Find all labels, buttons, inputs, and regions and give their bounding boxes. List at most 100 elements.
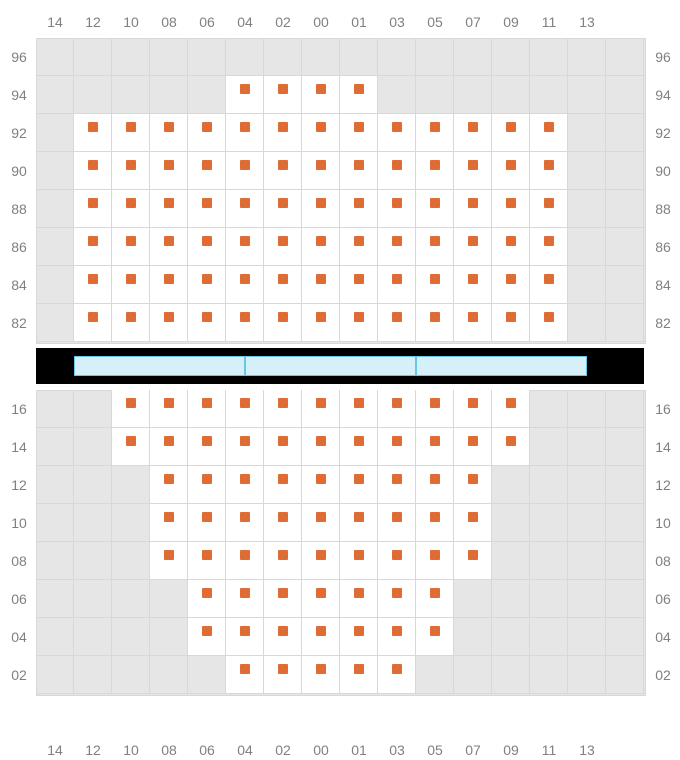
seat-tile[interactable]: [416, 190, 454, 228]
seat-tile[interactable]: [454, 390, 492, 428]
seat-tile[interactable]: [302, 542, 340, 580]
seat-tile[interactable]: [226, 656, 264, 694]
seat-tile[interactable]: [74, 114, 112, 152]
seat-tile[interactable]: [416, 266, 454, 304]
seat-tile[interactable]: [226, 266, 264, 304]
seat-tile[interactable]: [416, 542, 454, 580]
seat-tile[interactable]: [188, 580, 226, 618]
seat-tile[interactable]: [378, 542, 416, 580]
seat-tile[interactable]: [264, 466, 302, 504]
seat-tile[interactable]: [150, 114, 188, 152]
seat-tile[interactable]: [226, 304, 264, 342]
seat-tile[interactable]: [340, 428, 378, 466]
seat-tile[interactable]: [416, 304, 454, 342]
seat-tile[interactable]: [302, 190, 340, 228]
seat-tile[interactable]: [302, 390, 340, 428]
seat-tile[interactable]: [112, 266, 150, 304]
seat-tile[interactable]: [150, 390, 188, 428]
seat-tile[interactable]: [340, 390, 378, 428]
seat-tile[interactable]: [112, 114, 150, 152]
seat-tile[interactable]: [302, 114, 340, 152]
seat-tile[interactable]: [302, 228, 340, 266]
seat-tile[interactable]: [454, 504, 492, 542]
seat-tile[interactable]: [74, 228, 112, 266]
seat-tile[interactable]: [302, 580, 340, 618]
seat-tile[interactable]: [226, 428, 264, 466]
seat-tile[interactable]: [264, 542, 302, 580]
seat-tile[interactable]: [302, 504, 340, 542]
seat-tile[interactable]: [530, 304, 568, 342]
seat-tile[interactable]: [416, 504, 454, 542]
seat-tile[interactable]: [378, 266, 416, 304]
seat-tile[interactable]: [378, 190, 416, 228]
seat-tile[interactable]: [492, 152, 530, 190]
seat-tile[interactable]: [150, 190, 188, 228]
seat-tile[interactable]: [454, 542, 492, 580]
seat-tile[interactable]: [340, 76, 378, 114]
seat-tile[interactable]: [454, 304, 492, 342]
seat-tile[interactable]: [416, 152, 454, 190]
seat-tile[interactable]: [112, 152, 150, 190]
seat-tile[interactable]: [188, 542, 226, 580]
seat-tile[interactable]: [188, 304, 226, 342]
seat-tile[interactable]: [226, 466, 264, 504]
seat-tile[interactable]: [150, 542, 188, 580]
seat-tile[interactable]: [340, 114, 378, 152]
seat-tile[interactable]: [492, 228, 530, 266]
seat-tile[interactable]: [112, 390, 150, 428]
seat-tile[interactable]: [150, 228, 188, 266]
seat-tile[interactable]: [226, 76, 264, 114]
seat-tile[interactable]: [340, 618, 378, 656]
seat-tile[interactable]: [340, 304, 378, 342]
seat-tile[interactable]: [188, 190, 226, 228]
seat-tile[interactable]: [378, 390, 416, 428]
seat-tile[interactable]: [378, 228, 416, 266]
seat-tile[interactable]: [264, 656, 302, 694]
seat-tile[interactable]: [226, 152, 264, 190]
seat-tile[interactable]: [264, 304, 302, 342]
seat-tile[interactable]: [492, 304, 530, 342]
seat-tile[interactable]: [492, 266, 530, 304]
seat-tile[interactable]: [340, 542, 378, 580]
seat-tile[interactable]: [264, 580, 302, 618]
seat-tile[interactable]: [454, 466, 492, 504]
seat-tile[interactable]: [264, 114, 302, 152]
seat-tile[interactable]: [188, 152, 226, 190]
seat-tile[interactable]: [340, 656, 378, 694]
seat-tile[interactable]: [378, 304, 416, 342]
seat-tile[interactable]: [454, 152, 492, 190]
seat-tile[interactable]: [378, 152, 416, 190]
seat-tile[interactable]: [302, 152, 340, 190]
seat-tile[interactable]: [226, 190, 264, 228]
seat-tile[interactable]: [530, 228, 568, 266]
seat-tile[interactable]: [226, 228, 264, 266]
seat-tile[interactable]: [264, 266, 302, 304]
seat-tile[interactable]: [530, 114, 568, 152]
seat-tile[interactable]: [226, 114, 264, 152]
seat-tile[interactable]: [264, 390, 302, 428]
seat-tile[interactable]: [378, 114, 416, 152]
seat-tile[interactable]: [150, 428, 188, 466]
seat-tile[interactable]: [492, 428, 530, 466]
seat-tile[interactable]: [226, 504, 264, 542]
seat-tile[interactable]: [340, 580, 378, 618]
seat-tile[interactable]: [264, 618, 302, 656]
seat-tile[interactable]: [492, 390, 530, 428]
seat-tile[interactable]: [454, 114, 492, 152]
seat-tile[interactable]: [302, 304, 340, 342]
seat-tile[interactable]: [226, 390, 264, 428]
seat-tile[interactable]: [112, 304, 150, 342]
seat-tile[interactable]: [302, 656, 340, 694]
seat-tile[interactable]: [378, 428, 416, 466]
seat-tile[interactable]: [340, 228, 378, 266]
seat-tile[interactable]: [188, 504, 226, 542]
seat-tile[interactable]: [264, 152, 302, 190]
seat-tile[interactable]: [302, 618, 340, 656]
seat-tile[interactable]: [188, 114, 226, 152]
seat-tile[interactable]: [454, 190, 492, 228]
seat-tile[interactable]: [492, 114, 530, 152]
seat-tile[interactable]: [112, 428, 150, 466]
seat-tile[interactable]: [378, 618, 416, 656]
seat-tile[interactable]: [340, 190, 378, 228]
seat-tile[interactable]: [226, 542, 264, 580]
